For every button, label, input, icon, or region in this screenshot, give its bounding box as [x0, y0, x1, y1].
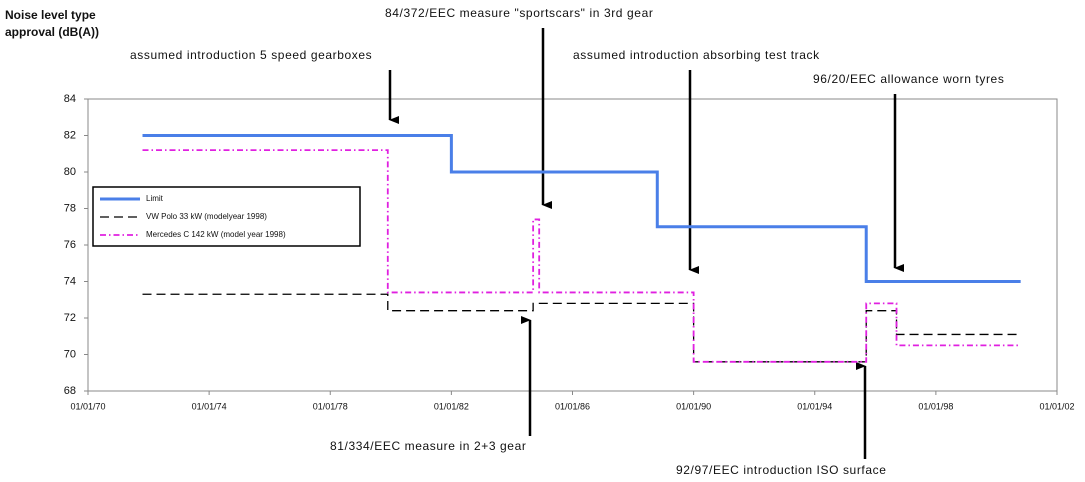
series-line	[142, 149, 1021, 363]
series-line	[142, 293, 1021, 363]
x-tick-label: 01/01/74	[192, 401, 227, 411]
y-axis-label: approval (dB(A))	[5, 25, 99, 39]
x-tick-label: 01/01/94	[797, 401, 832, 411]
y-tick-label: 68	[64, 385, 76, 397]
y-tick-label: 70	[64, 348, 76, 360]
annotation: 84/372/EEC measure "sportscars" in 3rd g…	[385, 6, 653, 20]
x-tick-label: 01/01/02	[1039, 401, 1074, 411]
series-line	[142, 134, 1021, 283]
x-tick-label: 01/01/90	[676, 401, 711, 411]
legend-label: Limit	[146, 194, 164, 203]
y-axis-label: Noise level type	[5, 8, 96, 22]
annotation: 96/20/EEC allowance worn tyres	[813, 72, 1004, 86]
legend-label: VW Polo 33 kW (modelyear 1998)	[146, 212, 267, 221]
legend	[92, 186, 361, 247]
x-tick-label: 01/01/78	[313, 401, 348, 411]
x-tick-label: 01/01/70	[70, 401, 105, 411]
x-tick-label: 01/01/86	[555, 401, 590, 411]
x-tick-label: 01/01/98	[918, 401, 953, 411]
y-tick-label: 78	[64, 202, 76, 214]
y-tick-label: 82	[64, 129, 76, 141]
y-tick-label: 84	[64, 93, 76, 105]
annotation: assumed introduction absorbing test trac…	[573, 48, 820, 62]
y-tick-label: 72	[64, 312, 76, 324]
y-tick-label: 74	[64, 275, 76, 287]
y-tick-label: 80	[64, 166, 76, 178]
y-tick-label: 76	[64, 239, 76, 251]
annotation: 92/97/EEC introduction ISO surface	[676, 463, 887, 477]
x-tick-label: 01/01/82	[434, 401, 469, 411]
annotation: 81/334/EEC measure in 2+3 gear	[330, 439, 526, 453]
annotation: assumed introduction 5 speed gearboxes	[130, 48, 372, 62]
legend-label: Mercedes C 142 kW (model year 1998)	[146, 230, 286, 239]
